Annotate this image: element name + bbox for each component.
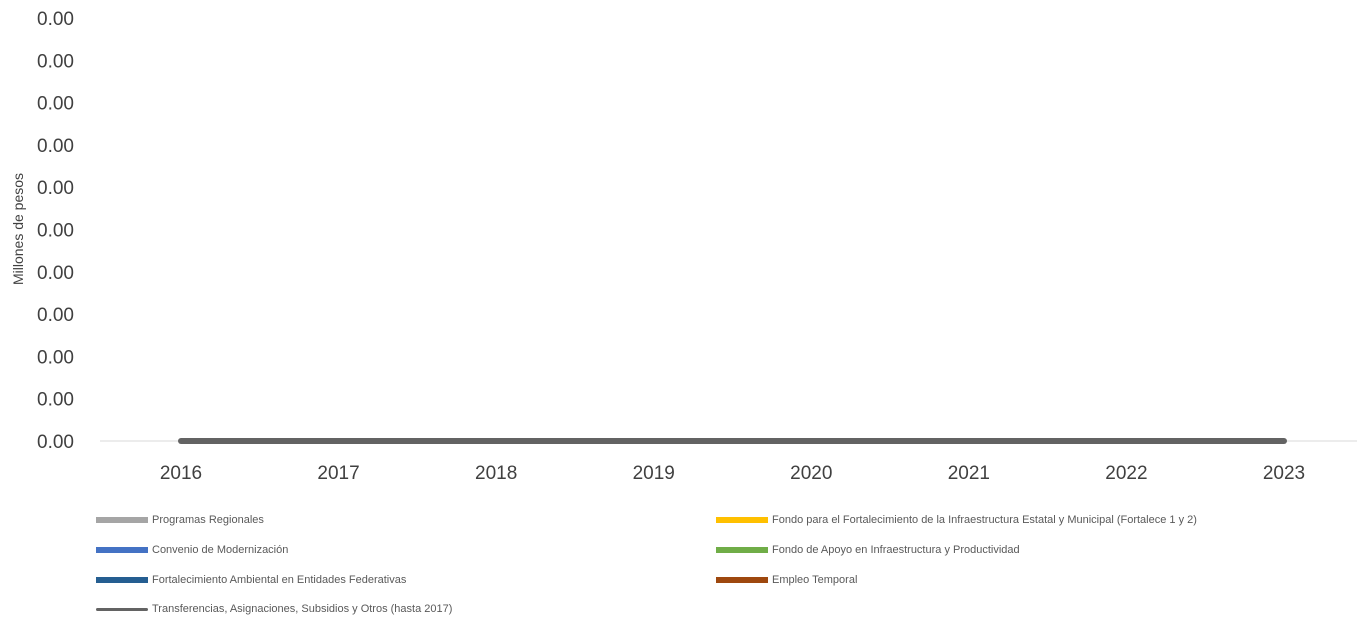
x-tick-label: 2023 <box>1263 463 1305 484</box>
y-tick-label: 0.00 <box>37 178 74 199</box>
x-tick-label: 2017 <box>317 463 359 484</box>
y-tick-label: 0.00 <box>37 94 74 115</box>
y-tick-label: 0.00 <box>37 390 74 411</box>
x-axis-ticks: 2016 2017 2018 2019 2020 2021 2022 2023 <box>160 463 1305 484</box>
y-tick-label: 0.00 <box>37 51 74 72</box>
y-tick-label: 0.00 <box>37 136 74 157</box>
y-axis-ticks: 0.00 0.00 0.00 0.00 0.00 0.00 0.00 0.00 0.00 0.00… <box>37 9 74 453</box>
x-tick-label: 2022 <box>1105 463 1147 484</box>
y-tick-label: 0.00 <box>37 263 74 284</box>
y-tick-label: 0.00 <box>37 305 74 326</box>
x-tick-label: 2019 <box>633 463 675 484</box>
x-tick-label: 2020 <box>790 463 832 484</box>
y-tick-label: 0.00 <box>37 9 74 30</box>
y-tick-label: 0.00 <box>37 221 74 242</box>
x-tick-label: 2021 <box>948 463 990 484</box>
y-tick-label: 0.00 <box>37 432 74 453</box>
y-axis-label: Millones de pesos <box>10 173 26 285</box>
y-tick-label: 0.00 <box>37 347 74 368</box>
x-tick-label: 2018 <box>475 463 517 484</box>
x-tick-label: 2016 <box>160 463 202 484</box>
